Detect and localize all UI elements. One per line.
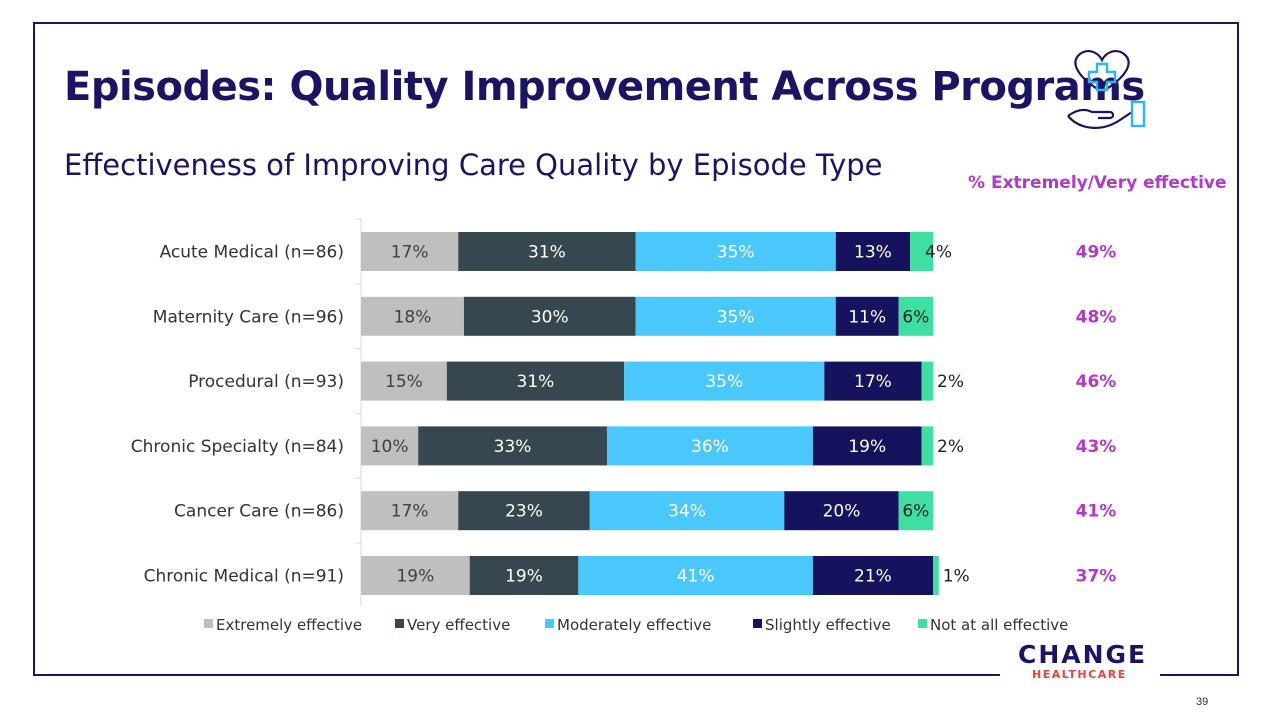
summary-value: 46% — [1076, 372, 1117, 392]
slide-title: Episodes: Quality Improvement Across Pro… — [64, 64, 1145, 110]
heart-hand-medical-icon — [1067, 50, 1146, 129]
data-label: 2% — [937, 372, 964, 392]
category-label: Cancer Care (n=86) — [174, 502, 344, 522]
data-label: 10% — [371, 437, 409, 457]
bar-segment — [635, 296, 836, 336]
data-label: 11% — [848, 307, 886, 327]
legend-swatch — [753, 619, 762, 628]
bar-segment — [469, 556, 579, 595]
data-label: 35% — [717, 243, 755, 263]
bar-segment — [361, 361, 447, 401]
data-label: 17% — [391, 502, 429, 522]
bar-segment — [361, 296, 464, 336]
legend-label: Very effective — [407, 616, 510, 634]
data-label: 2% — [937, 437, 964, 457]
bar-segment — [446, 361, 625, 401]
data-label: 19% — [396, 567, 434, 587]
bar-segment — [361, 426, 419, 466]
bar-segment — [361, 232, 459, 271]
legend-label: Moderately effective — [557, 616, 711, 634]
bar-segment — [898, 296, 933, 336]
data-label: 31% — [528, 243, 566, 263]
logo-subtext: HEALTHCARE — [1032, 668, 1127, 681]
chart-subtitle: Effectiveness of Improving Care Quality … — [64, 148, 883, 182]
data-label: 30% — [531, 307, 569, 327]
data-label: 1% — [943, 567, 970, 587]
category-label: Chronic Specialty (n=84) — [131, 437, 344, 457]
legend-label: Slightly effective — [765, 616, 891, 634]
bar-segment — [835, 232, 911, 271]
bar-segment — [635, 232, 836, 271]
bar-segment — [812, 426, 922, 466]
legend-swatch — [545, 619, 554, 628]
data-label: 21% — [854, 567, 892, 587]
data-label: 17% — [391, 243, 429, 263]
legend-label: Not at all effective — [930, 616, 1068, 634]
bar-segment — [824, 361, 922, 401]
data-label: 34% — [668, 502, 706, 522]
data-label: 6% — [902, 307, 929, 327]
bar-segment — [589, 491, 785, 531]
data-label: 4% — [925, 243, 952, 263]
summary-value: 43% — [1076, 437, 1117, 457]
legend-swatch — [918, 619, 927, 628]
category-label: Chronic Medical (n=91) — [144, 567, 344, 587]
bar-segment — [921, 426, 933, 466]
summary-value: 41% — [1076, 502, 1117, 522]
category-label: Procedural (n=93) — [188, 372, 344, 392]
bar-segment — [458, 491, 590, 531]
category-label: Maternity Care (n=96) — [153, 307, 344, 327]
bar-segment — [458, 232, 636, 271]
data-label: 41% — [677, 567, 715, 587]
data-label: 35% — [705, 372, 743, 392]
category-label: Acute Medical (n=86) — [160, 243, 344, 263]
effectiveness-header: % Extremely/Very effective — [968, 173, 1227, 193]
page-number: 39 — [1196, 696, 1209, 708]
bar-segment — [784, 491, 899, 531]
legend-label: Extremely effective — [216, 616, 362, 634]
bar-segment — [933, 556, 939, 595]
legend-swatch — [395, 619, 404, 628]
logo-text: CHANGE — [1018, 640, 1148, 669]
summary-value: 49% — [1076, 243, 1117, 263]
data-label: 35% — [717, 307, 755, 327]
bar-segment — [578, 556, 813, 595]
data-label: 13% — [854, 243, 892, 263]
data-label: 15% — [385, 372, 423, 392]
bar-segment — [361, 556, 470, 595]
company-logo: CHANGE HEALTHCARE — [1000, 636, 1160, 696]
data-label: 20% — [823, 502, 861, 522]
data-label: 6% — [902, 502, 929, 522]
data-label: 19% — [848, 437, 886, 457]
bar-segment — [835, 296, 899, 336]
data-label: 23% — [505, 502, 543, 522]
data-label: 31% — [517, 372, 555, 392]
bar-segment — [812, 556, 933, 595]
bar-segment — [921, 361, 933, 401]
summary-value: 48% — [1076, 307, 1117, 327]
slide-frame — [33, 22, 1239, 676]
bar-segment — [910, 232, 933, 271]
data-label: 19% — [505, 567, 543, 587]
data-label: 33% — [494, 437, 532, 457]
bar-segment — [624, 361, 825, 401]
legend-swatch — [204, 619, 213, 628]
bar-segment — [361, 491, 459, 531]
data-label: 36% — [691, 437, 729, 457]
summary-value: 37% — [1076, 567, 1117, 587]
bar-segment — [418, 426, 607, 466]
data-label: 18% — [394, 307, 432, 327]
bar-segment — [898, 491, 933, 531]
data-label: 17% — [854, 372, 892, 392]
bar-segment — [463, 296, 636, 336]
bar-segment — [606, 426, 813, 466]
